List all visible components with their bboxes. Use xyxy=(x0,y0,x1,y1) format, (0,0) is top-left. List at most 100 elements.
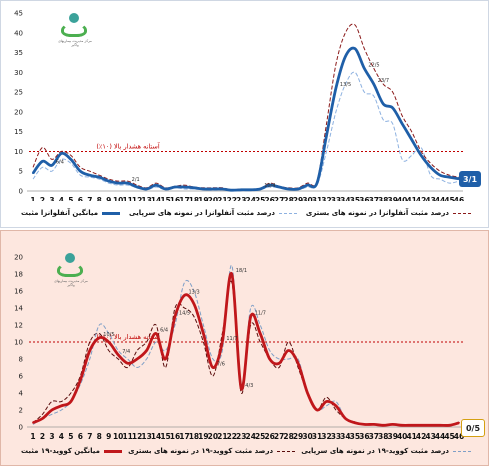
x-tick-label: 32 xyxy=(321,432,331,441)
x-tick-label: 20 xyxy=(208,196,218,201)
data-point xyxy=(335,87,337,90)
data-label: 2/1 xyxy=(132,177,140,183)
x-tick-label: 12 xyxy=(132,432,142,441)
series-line-dashed xyxy=(32,23,460,191)
data-point xyxy=(60,404,63,407)
data-label: 13/3 xyxy=(188,289,199,295)
data-point xyxy=(174,315,176,318)
data-point xyxy=(372,423,375,426)
x-tick-label: 5 xyxy=(68,196,73,201)
x-tick-label: 11 xyxy=(122,432,132,441)
x-tick-label: 46 xyxy=(454,196,464,201)
x-tick-label: 19 xyxy=(198,432,208,441)
data-point xyxy=(145,349,148,352)
data-label: 14/5 xyxy=(179,311,190,317)
data-point xyxy=(439,424,441,427)
x-tick-label: 6 xyxy=(78,196,83,201)
y-tick-label: 35 xyxy=(14,49,23,57)
influenza-current-value-badge: 3/1 xyxy=(459,171,481,187)
x-tick-label: 27 xyxy=(274,196,284,201)
data-point xyxy=(268,358,271,360)
y-tick-label: 10 xyxy=(14,339,23,347)
ministry-logo: مرکز مدیریت بیماریهای واگیر xyxy=(51,251,91,289)
data-point xyxy=(363,423,366,426)
x-tick-label: 19 xyxy=(198,196,208,201)
data-label: 13/5 xyxy=(340,82,351,88)
data-point xyxy=(278,362,281,365)
influenza-panel: مرکز مدیریت بیماریهای واگیر 0 5 10 15 20 25 30… xyxy=(0,0,489,228)
x-tick-label: 25 xyxy=(255,196,265,201)
x-tick-label: 21 xyxy=(217,196,227,201)
x-tick-label: 34 xyxy=(340,196,350,201)
legend-item-inpatient: درصد مثبت کووید-۱۹ در نمونه های بستری xyxy=(128,447,296,455)
data-point xyxy=(372,83,375,86)
data-point xyxy=(278,186,281,188)
x-tick-label: 3 xyxy=(49,196,54,201)
y-tick-label: 40 xyxy=(14,29,23,37)
covid-legend: میانگین کووید-۱۹ مثبت درصد مثبت کووید-۱۹… xyxy=(21,447,471,455)
y-tick-label: 45 xyxy=(14,10,23,18)
data-label: 7/6 xyxy=(217,362,225,368)
data-point xyxy=(287,188,290,190)
data-point xyxy=(69,400,72,403)
data-point xyxy=(240,387,243,390)
data-point xyxy=(335,404,337,407)
data-point xyxy=(155,332,157,335)
data-point xyxy=(174,186,176,188)
x-tick-label: 33 xyxy=(331,196,341,201)
x-tick-label: 9 xyxy=(106,432,111,441)
y-tick-label: 12 xyxy=(14,322,23,330)
x-tick-label: 26 xyxy=(264,196,274,201)
data-point xyxy=(401,424,404,427)
data-point xyxy=(88,174,91,177)
x-tick-label: 5 xyxy=(68,432,73,441)
x-tick-label: 23 xyxy=(236,196,246,201)
x-tick-label: 18 xyxy=(189,196,199,201)
y-tick-label: 15 xyxy=(14,128,23,136)
data-label: 6/4 xyxy=(56,159,64,165)
influenza-legend: میانگین آنفلوانزا مثبت درصد مثبت آنفلوان… xyxy=(21,209,471,217)
data-point xyxy=(51,409,53,411)
x-tick-label: 24 xyxy=(246,432,256,441)
data-point xyxy=(107,180,110,183)
x-tick-label: 15 xyxy=(160,196,170,201)
data-point xyxy=(353,47,356,50)
x-tick-label: 30 xyxy=(302,196,312,201)
data-point xyxy=(363,67,366,70)
data-point xyxy=(382,424,385,427)
data-point xyxy=(316,409,318,411)
x-tick-label: 12 xyxy=(132,196,142,201)
x-tick-label: 42 xyxy=(416,432,426,441)
covid-current-value-badge: 0/5 xyxy=(461,419,485,437)
data-point xyxy=(107,341,110,343)
x-tick-label: 14 xyxy=(151,432,161,441)
y-tick-label: 4 xyxy=(19,390,24,398)
data-label: 10/4 xyxy=(264,183,275,189)
x-tick-label: 22 xyxy=(227,432,237,441)
ministry-logo: مرکز مدیریت بیماریهای واگیر xyxy=(55,11,95,49)
x-tick-label: 2 xyxy=(40,432,45,441)
data-point xyxy=(183,186,186,188)
data-label: 10/5 xyxy=(103,332,114,338)
x-tick-label: 24 xyxy=(246,196,256,201)
data-point xyxy=(41,417,44,420)
legend-item-average: میانگین کووید-۱۹ مثبت xyxy=(21,447,122,455)
data-point xyxy=(41,160,44,163)
y-tick-label: 20 xyxy=(14,254,23,262)
x-tick-label: 20 xyxy=(208,432,218,441)
x-tick-label: 31 xyxy=(312,432,322,441)
data-point xyxy=(126,362,129,365)
x-tick-label: 7 xyxy=(87,432,92,441)
data-point xyxy=(429,424,432,427)
x-tick-label: 3 xyxy=(49,432,54,441)
data-label: 6/4 xyxy=(160,328,168,334)
x-tick-label: 11 xyxy=(122,196,132,201)
x-tick-label: 30 xyxy=(302,432,312,441)
x-tick-label: 33 xyxy=(331,432,341,441)
x-tick-label: 10 xyxy=(113,432,123,441)
legend-item-average: میانگین آنفلوانزا مثبت xyxy=(21,209,121,217)
data-point xyxy=(98,336,101,339)
x-tick-label: 37 xyxy=(369,196,379,201)
